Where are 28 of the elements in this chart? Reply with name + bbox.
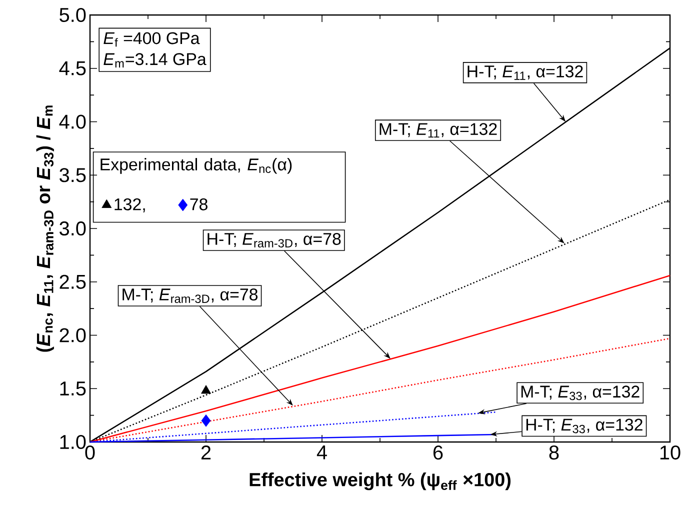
x-tick-label: 2 <box>201 446 211 460</box>
annotation: E$_{f}$ =400 GPa <box>104 32 200 47</box>
annotation: H-T; E$_{11}$, α=132 <box>468 65 583 80</box>
annotation: E$_{m}$=3.14 GPa <box>104 53 206 68</box>
annotation: M-T; E$_{ram-3D}$, α=78 <box>122 288 258 303</box>
y-tick-label: 1.0 <box>60 434 86 450</box>
legend-title: Experimental data, E$_{nc}$(α) <box>100 158 292 174</box>
y-tick-label: 4.0 <box>59 114 86 129</box>
y-tick-label: 3.0 <box>60 221 86 236</box>
text: (E$_{nc}$, E$_{11}$, E$_{ram-3D}$ or E$_{33}$) / E$_{m}$ <box>36 106 54 352</box>
y-tick-label: 2.0 <box>60 328 86 342</box>
x-tick-label: 10 <box>660 446 680 460</box>
x-tick-label: 8 <box>549 446 559 460</box>
annotation: H-T; E$_{33}$, α=132 <box>526 418 642 434</box>
x-tick-label: 6 <box>433 446 443 460</box>
annotation: M-T; E$_{33}$, α=132 <box>521 386 640 400</box>
x-tick-label: 4 <box>316 446 327 460</box>
x-axis-title: Effective weight % (ψ$_{eff}$ ×100) <box>250 472 511 490</box>
legend-label: 78 <box>190 198 208 210</box>
y-tick-label: 2.5 <box>60 274 86 289</box>
annotation: H-T; E$_{ram-3D}$, α=78 <box>208 232 341 248</box>
y-tick-label: 5.0 <box>60 8 86 22</box>
annotation: M-T; E$_{11}$, α=132 <box>380 123 497 138</box>
y-tick-label: 1.5 <box>60 382 86 396</box>
x-tick-label: 0 <box>85 446 95 460</box>
y-tick-label: 3.5 <box>60 168 86 182</box>
legend-label: 132, <box>114 198 145 212</box>
y-tick-label: 4.5 <box>59 61 86 76</box>
